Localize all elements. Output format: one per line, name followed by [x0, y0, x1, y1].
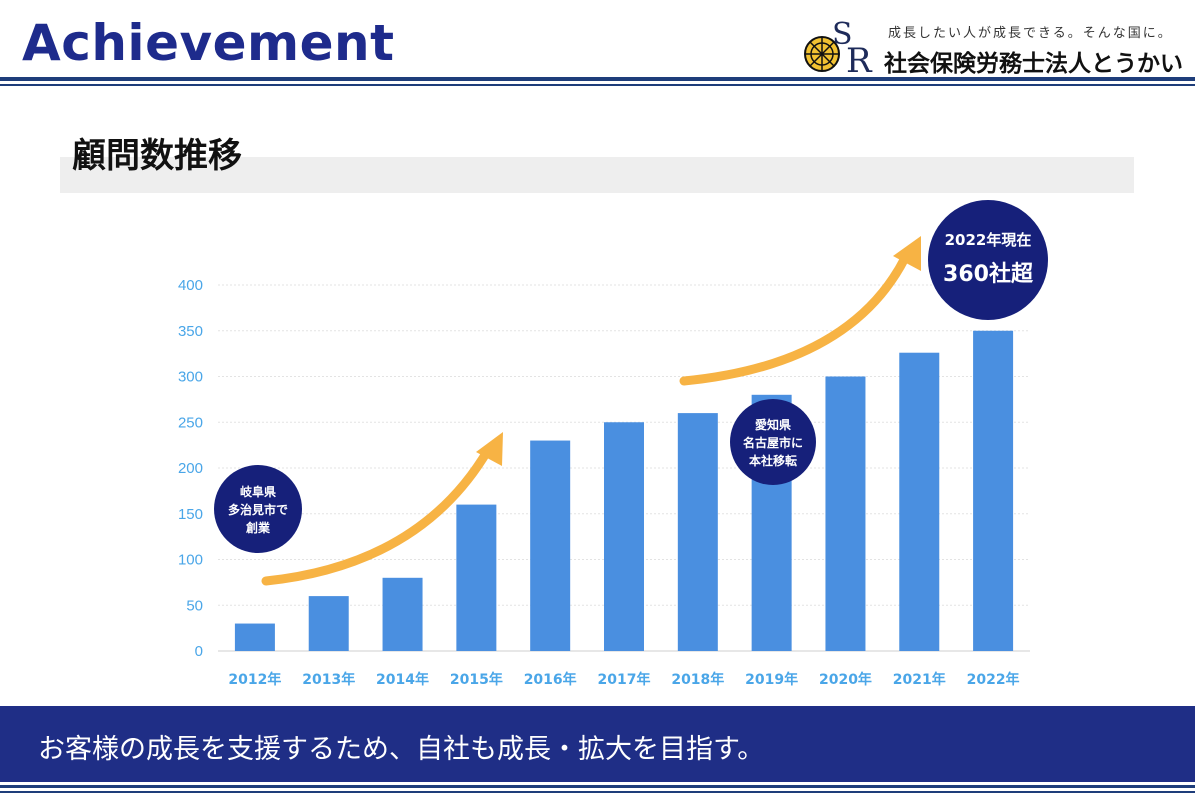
y-axis: 0 50 100 150 200 250 300 350 400 — [178, 277, 203, 660]
header-divider — [0, 77, 1195, 81]
annotation-current-line1: 2022年現在 — [945, 231, 1032, 249]
header-divider-thin — [0, 84, 1195, 86]
x-tick-label: 2016年 — [524, 671, 577, 688]
y-tick-label: 350 — [178, 323, 203, 340]
y-tick-label: 400 — [178, 277, 203, 294]
page-title: Achievement — [22, 14, 395, 72]
x-tick-label: 2015年 — [450, 671, 503, 688]
x-tick-label: 2020年 — [819, 671, 872, 688]
bar-2021年 — [899, 352, 940, 651]
x-axis: 2012年 2013年 2014年 2015年 2016年 2017年 2018年 2019年… — [228, 671, 1019, 688]
annotation-founded-line3: 創業 — [245, 520, 271, 535]
growth-arrow-early-head — [476, 432, 503, 466]
annotation-founded-line2: 多治見市で — [228, 502, 288, 517]
x-tick-label: 2012年 — [228, 671, 281, 688]
growth-arrow-late — [679, 253, 910, 386]
badge-layer: 岐阜県 多治見市で 創業 愛知県 名古屋市に 本社移転 2022年現在 360社… — [214, 200, 1048, 553]
section-title-band — [60, 157, 1134, 193]
footer-message: お客様の成長を支援するため、自社も成長・拡大を目指す。 — [38, 734, 765, 765]
bar-2018年 — [677, 413, 718, 651]
arrow-layer — [261, 236, 921, 586]
y-tick-label: 200 — [178, 460, 203, 477]
tagline: 成長したい人が成長できる。そんな国に。 — [888, 26, 1173, 41]
x-tick-label: 2017年 — [598, 671, 651, 688]
bar-2014年 — [382, 577, 423, 651]
x-tick-label: 2014年 — [376, 671, 429, 688]
annotation-relocated-line3: 本社移転 — [749, 453, 797, 468]
section-title: 顧問数推移 — [72, 136, 242, 176]
annotation-relocated-line2: 名古屋市に — [743, 435, 803, 450]
annotation-founded: 岐阜県 多治見市で 創業 — [214, 465, 302, 553]
bar-2017年 — [604, 422, 644, 651]
x-tick-label: 2013年 — [302, 671, 355, 688]
annotation-relocated: 愛知県 名古屋市に 本社移転 — [730, 399, 816, 485]
svg-text:R: R — [846, 41, 873, 76]
bar-layer — [234, 330, 1014, 651]
x-tick-label: 2018年 — [671, 671, 724, 688]
company-name: 社会保険労務士法人とうかい — [884, 50, 1183, 77]
bar-2020年 — [825, 376, 866, 651]
footer-divider — [0, 785, 1195, 788]
growth-arrow-early — [261, 445, 493, 586]
annotation-relocated-line1: 愛知県 — [755, 417, 791, 432]
annotation-founded-line1: 岐阜県 — [240, 484, 276, 499]
y-tick-label: 250 — [178, 414, 203, 431]
y-tick-label: 300 — [178, 369, 203, 386]
annotation-current-line2: 360社超 — [943, 261, 1034, 287]
bar-2015年 — [456, 504, 497, 651]
y-tick-label: 50 — [186, 597, 203, 614]
company-logo: S R — [804, 17, 873, 76]
bar-2016年 — [530, 440, 571, 651]
y-tick-label: 100 — [178, 552, 203, 569]
y-tick-label: 150 — [178, 506, 203, 523]
x-tick-label: 2022年 — [967, 671, 1020, 688]
y-tick-label: 0 — [195, 643, 203, 660]
growth-arrow-late-head — [893, 236, 921, 271]
x-tick-label: 2021年 — [893, 671, 946, 688]
footer-band — [0, 706, 1195, 782]
x-tick-label: 2019年 — [745, 671, 798, 688]
svg-text:S: S — [832, 17, 853, 52]
footer-divider-thin — [0, 791, 1195, 793]
bar-2013年 — [308, 596, 349, 651]
annotation-current: 2022年現在 360社超 — [928, 200, 1048, 320]
bar-2012年 — [234, 623, 275, 651]
bar-2022年 — [973, 330, 1014, 651]
